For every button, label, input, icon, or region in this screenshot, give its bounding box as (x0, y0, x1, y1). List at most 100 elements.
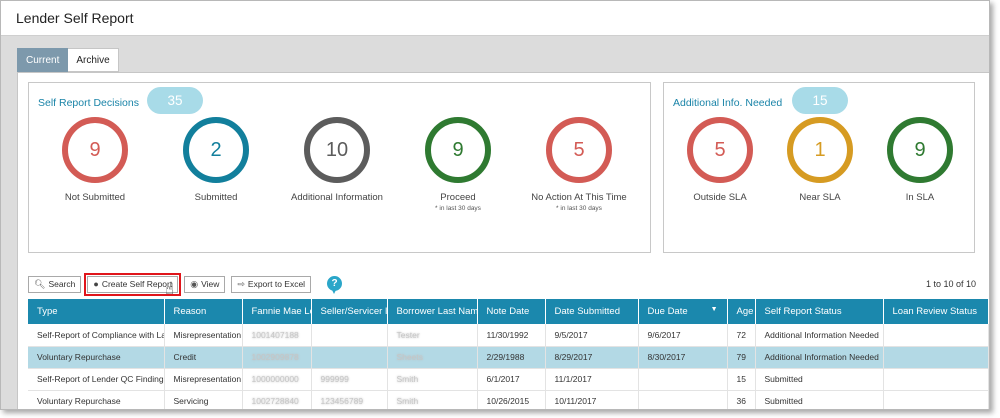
cell-loan-number: 1000000000 (242, 368, 312, 391)
table-header-row: Type Reason Fannie Mae Lo Seller/Service… (28, 299, 989, 324)
cell-note-date: 6/1/2017 (477, 368, 546, 391)
metric-not-submitted[interactable]: 9 Not Submitted (35, 117, 155, 203)
sort-desc-icon: ▼ (710, 306, 718, 313)
col-header-type[interactable]: Type (28, 299, 165, 324)
cell-note-date: 2/29/1988 (477, 346, 546, 369)
metric-label: Submitted (194, 192, 238, 203)
export-button-label: Export to Excel (247, 279, 306, 289)
col-header-seller-servicer[interactable]: Seller/Servicer I (311, 299, 388, 324)
decisions-total-badge: 35 (147, 87, 203, 114)
title-bar: Lender Self Report (1, 1, 989, 36)
table-row[interactable]: Voluntary Repurchase Servicing 100272884… (28, 390, 989, 409)
cell-loan-number: 1002909878 (242, 346, 312, 369)
cell-note-date: 11/30/1992 (477, 324, 546, 347)
help-icon[interactable]: ? (327, 275, 343, 294)
cell-borrower: Smith (387, 390, 478, 409)
cell-borrower: Smith (387, 368, 478, 391)
metric-proceed[interactable]: 9 Proceed * in last 30 days (398, 117, 518, 212)
metric-note: * in last 30 days (435, 205, 481, 212)
view-button[interactable]: ◉ View (184, 275, 226, 293)
cell-age: 15 (727, 368, 756, 391)
export-icon: ⇨ (237, 278, 245, 289)
search-button[interactable]: 🔍︎ Search (28, 275, 82, 293)
self-report-decisions-card: Self Report Decisions 35 9 Not Submitted… (28, 82, 651, 253)
table-row[interactable]: Self-Report of Lender QC Findings Misrep… (28, 368, 989, 391)
cell-loan-review-status (883, 346, 989, 369)
table-row[interactable]: Self-Report of Compliance with La Misrep… (28, 324, 989, 347)
col-header-note-date[interactable]: Note Date (477, 299, 546, 324)
plus-circle-icon: ● (93, 279, 99, 289)
grid-toolbar: 🔍︎ Search ● Create Self Report ◉ View ⇨ … (28, 272, 343, 296)
metric-submitted[interactable]: 2 Submitted (156, 117, 276, 203)
metric-ring: 1 (787, 117, 853, 183)
metric-ring: 2 (183, 117, 249, 183)
col-header-age[interactable]: Age (727, 299, 756, 324)
metric-near-sla[interactable]: 1 Near SLA (760, 117, 880, 203)
cell-reason: Credit (164, 346, 243, 369)
metric-ring: 5 (687, 117, 753, 183)
metric-outside-sla[interactable]: 5 Outside SLA (660, 117, 780, 203)
cell-loan-review-status (883, 390, 989, 409)
hand-cursor-icon: ☝ (165, 281, 175, 298)
search-icon: 🔍︎ (34, 278, 46, 289)
additional-info-card: Additional Info. Needed 15 5 Outside SLA… (663, 82, 975, 253)
metric-label: Near SLA (799, 192, 841, 203)
cell-note-date: 10/26/2015 (477, 390, 546, 409)
cell-seller-servicer: 123456789 (311, 390, 388, 409)
view-button-label: View (201, 279, 220, 289)
cell-date-submitted: 9/5/2017 (545, 324, 639, 347)
metric-ring: 10 (304, 117, 370, 183)
eye-icon: ◉ (190, 278, 199, 289)
search-button-label: Search (48, 279, 76, 289)
cell-due-date: 8/30/2017 (638, 346, 728, 369)
cell-self-report-status: Submitted (755, 368, 884, 391)
cell-reason: Misrepresentation (164, 324, 243, 347)
metric-ring: 9 (887, 117, 953, 183)
cell-age: 79 (727, 346, 756, 369)
metric-label: Not Submitted (64, 192, 126, 203)
col-header-loan-review-status[interactable]: Loan Review Status (883, 299, 989, 324)
tab-current[interactable]: Current (17, 48, 69, 72)
cell-due-date (638, 390, 728, 409)
cell-self-report-status: Additional Information Needed (755, 324, 884, 347)
cell-borrower: Sheets (387, 346, 478, 369)
cell-date-submitted: 11/1/2017 (545, 368, 639, 391)
self-report-table: Type Reason Fannie Mae Lo Seller/Service… (28, 299, 989, 409)
export-to-excel-button[interactable]: ⇨ Export to Excel (231, 275, 312, 293)
create-self-report-button[interactable]: ● Create Self Report (84, 272, 182, 296)
col-header-self-report-status[interactable]: Self Report Status (755, 299, 884, 324)
col-header-fannie-mae-loan[interactable]: Fannie Mae Lo (242, 299, 312, 324)
cell-self-report-status: Submitted (755, 390, 884, 409)
cell-loan-number: 1002728840 (242, 390, 312, 409)
metric-ring: 5 (546, 117, 612, 183)
metric-label: Outside SLA (693, 192, 747, 203)
cell-age: 36 (727, 390, 756, 409)
metric-in-sla[interactable]: 9 In SLA (860, 117, 980, 203)
metric-no-action[interactable]: 5 No Action At This Time * in last 30 da… (519, 117, 639, 212)
content-area: Current Archive Self Report Decisions 35… (1, 36, 989, 409)
cell-date-submitted: 10/11/2017 (545, 390, 639, 409)
table-row[interactable]: Voluntary Repurchase Credit 1002909878 S… (28, 346, 989, 369)
page-title: Lender Self Report (16, 10, 134, 26)
metric-ring: 9 (425, 117, 491, 183)
cell-loan-review-status (883, 324, 989, 347)
col-header-reason[interactable]: Reason (164, 299, 243, 324)
cell-seller-servicer (311, 324, 388, 347)
additional-info-title: Additional Info. Needed (673, 97, 783, 109)
metric-label: Proceed (440, 192, 476, 203)
col-header-date-submitted[interactable]: Date Submitted (545, 299, 639, 324)
cell-seller-servicer (311, 346, 388, 369)
self-report-decisions-title: Self Report Decisions (38, 97, 139, 109)
col-header-due-date[interactable]: Due Date ▼ (638, 299, 728, 324)
cell-reason: Servicing (164, 390, 243, 409)
create-self-report-label: Create Self Report (101, 279, 173, 289)
cell-loan-review-status (883, 368, 989, 391)
cell-date-submitted: 8/29/2017 (545, 346, 639, 369)
tab-archive[interactable]: Archive (68, 48, 119, 72)
pager-info: 1 to 10 of 10 (925, 279, 976, 289)
metric-label: No Action At This Time (531, 192, 627, 203)
metric-ring: 9 (62, 117, 128, 183)
tab-bar: Current Archive (17, 48, 119, 72)
metric-additional-information[interactable]: 10 Additional Information (277, 117, 397, 203)
col-header-borrower-last-name[interactable]: Borrower Last Nam (387, 299, 478, 324)
